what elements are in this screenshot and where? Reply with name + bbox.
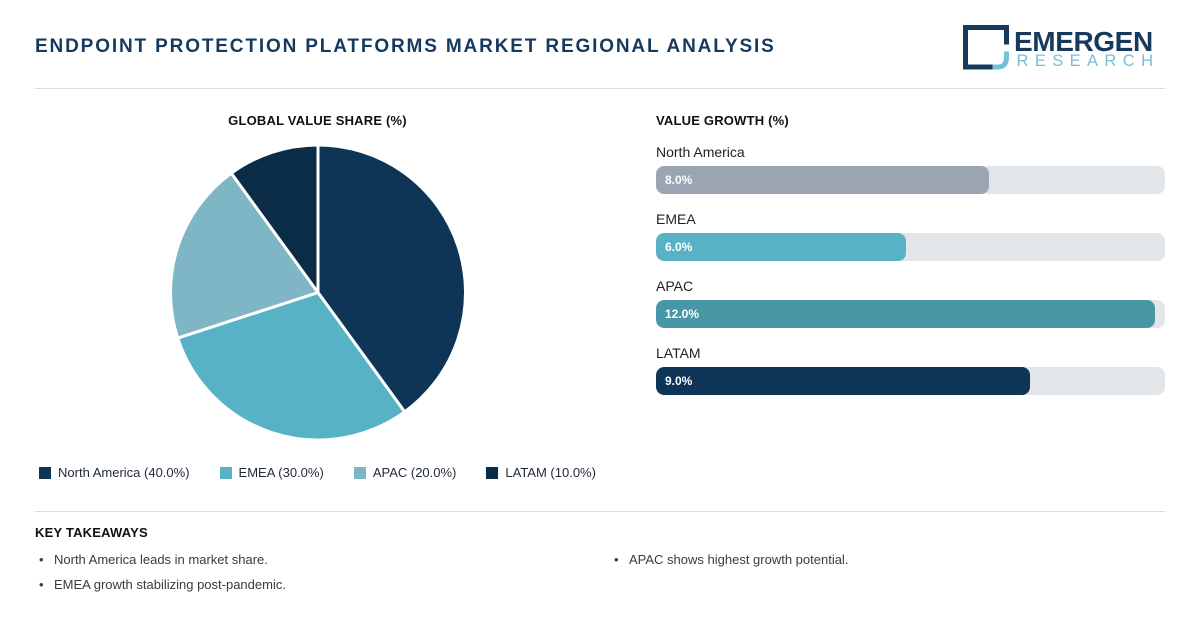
legend-item-north-america: North America (40.0%) [39, 464, 190, 480]
legend-swatch-icon [39, 466, 52, 479]
legend-label: APAC (20.0%) [372, 464, 457, 480]
pie-chart-title: GLOBAL VALUE SHARE (%) [228, 113, 407, 128]
bar-fill-emea: 6.0% [656, 232, 906, 261]
bar-value-label: 12.0% [665, 306, 700, 321]
takeaway-item-1: North America leads in market share. [35, 552, 590, 568]
bar-fill-latam: 9.0% [656, 366, 1031, 395]
bar-track-apac: 12.0% [656, 299, 1165, 328]
bar-label-emea: EMEA [656, 210, 696, 227]
bar-value-label: 8.0% [665, 172, 693, 187]
bar-label-apac: APAC [656, 277, 694, 294]
bar-chart-title: VALUE GROWTH (%) [656, 113, 789, 128]
bar-label-north-america: North America [656, 143, 745, 160]
legend-label: North America (40.0%) [58, 464, 190, 480]
legend-item-latam: LATAM (10.0%) [486, 464, 596, 480]
legend-label: LATAM (10.0%) [505, 464, 596, 480]
pie-slice-latam [229, 143, 320, 294]
bar-chart-section: VALUE GROWTH (%) North America 8.0% EMEA 6.… [656, 0, 1165, 511]
legend-label: EMEA (30.0%) [238, 464, 324, 480]
takeaway-item-2: EMEA growth stabilizing post-pandemic. [35, 577, 590, 593]
bar-fill-north-america: 8.0% [656, 165, 989, 194]
legend-swatch-icon [486, 466, 499, 479]
takeaways-list: North America leads in market share. EMEA… [35, 552, 1165, 593]
bar-track-north-america: 8.0% [656, 165, 1165, 194]
legend-item-emea: EMEA (30.0%) [219, 464, 324, 480]
pie-chart-section: GLOBAL VALUE SHARE (%) North America (40… [35, 0, 600, 511]
takeaway-item-3: APAC shows highest growth potential. [610, 552, 1165, 568]
header-divider [35, 88, 1165, 89]
logo-subname: RESEARCH [1016, 52, 1160, 71]
takeaways-heading: KEY TAKEAWAYS [35, 525, 148, 540]
legend-swatch-icon [353, 466, 366, 479]
pie-slice-apac [169, 171, 320, 340]
bar-value-label: 6.0% [665, 239, 693, 254]
page-title: ENDPOINT PROTECTION PLATFORMS MARKET REG… [35, 36, 776, 58]
bar-value-label: 9.0% [665, 373, 693, 388]
bar-track-latam: 9.0% [656, 366, 1165, 395]
pie-chart [169, 143, 467, 442]
logo-square-icon [963, 25, 1009, 70]
brand-logo: EMERGEN RESEARCH [963, 24, 1165, 72]
legend-swatch-icon [219, 466, 232, 479]
bar-fill-apac: 12.0% [656, 299, 1156, 328]
logo-name: EMERGEN [1014, 25, 1153, 57]
pie-slice-north-america [316, 143, 467, 414]
pie-slice-emea [176, 291, 407, 442]
bar-track-emea: 6.0% [656, 232, 1165, 261]
pie-legend: North America (40.0%) EMEA (30.0%) APAC (2… [35, 464, 600, 480]
takeaways-divider [35, 511, 1165, 512]
legend-item-apac: APAC (20.0%) [353, 464, 457, 480]
bar-label-latam: LATAM [656, 344, 701, 361]
